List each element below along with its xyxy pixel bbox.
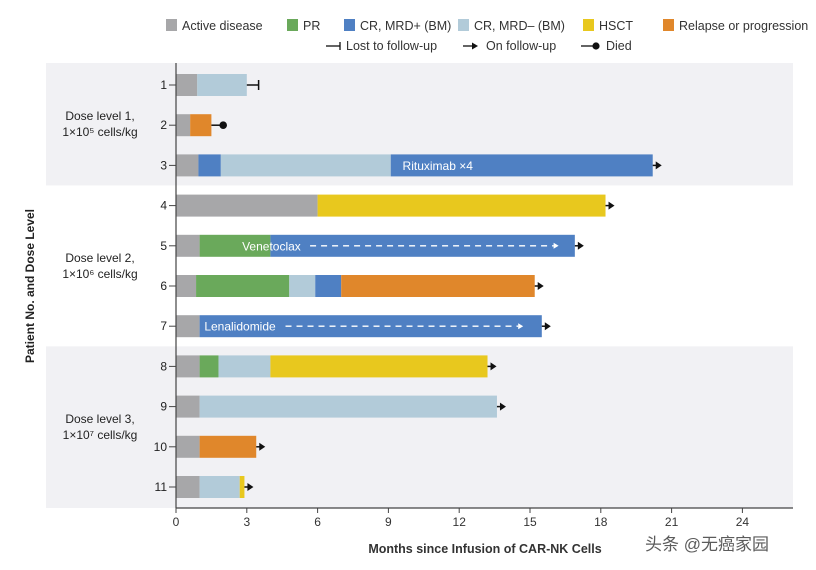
legend-label-mrdpos: CR, MRD+ (BM) (360, 19, 451, 33)
patient-label: 11 (155, 480, 168, 494)
x-tick-label: 12 (453, 515, 467, 529)
bar-segment-mrdneg (197, 74, 247, 96)
bar-segment-active (176, 74, 198, 96)
watermark: 头条 @无癌家园 (645, 535, 769, 554)
patient-label: 7 (160, 319, 167, 333)
patient-label: 2 (160, 118, 167, 132)
bar-segment-mrdneg (220, 154, 391, 177)
bar-segment-hsct (317, 194, 606, 217)
legend-label-hsct: HSCT (599, 19, 633, 33)
bars: Rituximab ×4 Venetoclax Lenalidomide (176, 74, 662, 498)
y-axis-label: Patient No. and Dose Level (23, 209, 37, 363)
treatment-arrow-icon (553, 242, 559, 249)
bar-segment-active (176, 114, 191, 137)
bar-segment-active (176, 234, 200, 257)
bar-segment-mrdpos (198, 154, 221, 177)
on-follow-up-arrow-icon (544, 322, 551, 331)
treatment-arrow-icon (518, 323, 524, 330)
treatment-annotation: Rituximab ×4 (403, 159, 474, 173)
bar-segment-mrdneg (199, 395, 497, 418)
treatment-annotation: Venetoclax (242, 239, 301, 253)
legend-label-died: Died (606, 39, 632, 53)
on-follow-up-arrow-icon (247, 483, 254, 491)
patient-label: 1 (160, 78, 167, 92)
x-tick-label: 21 (665, 515, 679, 529)
treatment-annotation: Lenalidomide (204, 320, 276, 334)
patient-label: 5 (160, 239, 167, 253)
bar-segment-relapse (190, 114, 212, 137)
bar-segment-mrdneg (199, 476, 240, 498)
bar-segment-mrdneg (289, 275, 316, 297)
dose-level-label: Dose level 1, (65, 109, 134, 123)
on-follow-up-arrow-icon (499, 402, 506, 411)
bar-segment-mrdpos (199, 315, 542, 338)
bar-segment-mrdneg (218, 355, 271, 378)
legend-on-arrow-icon (472, 42, 478, 50)
legend-swatch-mrdpos (344, 19, 355, 31)
legend-label-pr: PR (303, 19, 320, 33)
bar-segment-mrdpos (390, 154, 653, 177)
legend-swatch-pr (287, 19, 298, 31)
legend: Active disease PR CR, MRD+ (BM) CR, MRD– (B… (166, 19, 808, 53)
legend-died-icon (592, 42, 600, 50)
x-tick-label: 24 (736, 515, 750, 529)
x-tick-label: 3 (243, 515, 250, 529)
legend-swatch-hsct (583, 19, 594, 31)
patient-label: 6 (160, 279, 167, 293)
bar-segment-active (176, 154, 199, 177)
x-tick-label: 0 (173, 515, 180, 529)
x-tick-label: 18 (594, 515, 608, 529)
legend-label-on: On follow-up (486, 39, 556, 53)
bar-segment-pr (199, 234, 271, 257)
x-axis-label: Months since Infusion of CAR-NK Cells (368, 542, 601, 556)
bar-segment-hsct (239, 476, 245, 498)
legend-swatch-relapse (663, 19, 674, 31)
bar-segment-relapse (199, 435, 257, 458)
died-icon (219, 121, 227, 129)
bar-segment-active (176, 315, 200, 338)
patient-label: 8 (160, 359, 167, 373)
legend-label-mrdneg: CR, MRD– (BM) (474, 19, 565, 33)
bar-segment-pr (196, 275, 290, 297)
x-tick-label: 9 (385, 515, 392, 529)
bar-segment-active (176, 395, 200, 418)
bar-segment-active (176, 355, 200, 378)
legend-swatch-active (166, 19, 177, 31)
dose-level-label: Dose level 2, (65, 251, 134, 265)
dose-level-amount: 1×10⁵ cells/kg (62, 125, 137, 139)
on-follow-up-arrow-icon (490, 362, 497, 371)
patient-label: 10 (154, 440, 168, 454)
on-follow-up-arrow-icon (259, 442, 266, 451)
legend-label-relapse: Relapse or progression (679, 19, 808, 33)
legend-label-active: Active disease (182, 19, 263, 33)
legend-label-lost: Lost to follow-up (346, 39, 437, 53)
on-follow-up-arrow-icon (577, 241, 584, 250)
bar-segment-active (176, 275, 197, 297)
dose-level-amount: 1×10⁶ cells/kg (62, 267, 137, 281)
bar-segment-active (176, 476, 200, 498)
x-tick-label: 15 (523, 515, 537, 529)
on-follow-up-arrow-icon (655, 161, 662, 170)
patient-label: 4 (160, 199, 167, 213)
patient-label: 9 (160, 400, 167, 414)
dose-level-amount: 1×10⁷ cells/kg (63, 428, 138, 442)
dose-level-label: Dose level 3, (65, 412, 134, 426)
bar-segment-active (176, 435, 200, 458)
x-tick-label: 6 (314, 515, 321, 529)
bar-segment-hsct (270, 355, 488, 378)
legend-swatch-mrdneg (458, 19, 469, 31)
on-follow-up-arrow-icon (537, 282, 544, 290)
bar-segment-active (176, 194, 318, 217)
on-follow-up-arrow-icon (608, 201, 615, 210)
patient-label: 3 (160, 158, 167, 172)
bar-segment-pr (199, 355, 219, 378)
bar-segment-mrdpos (315, 275, 342, 297)
bar-segment-relapse (341, 275, 535, 297)
